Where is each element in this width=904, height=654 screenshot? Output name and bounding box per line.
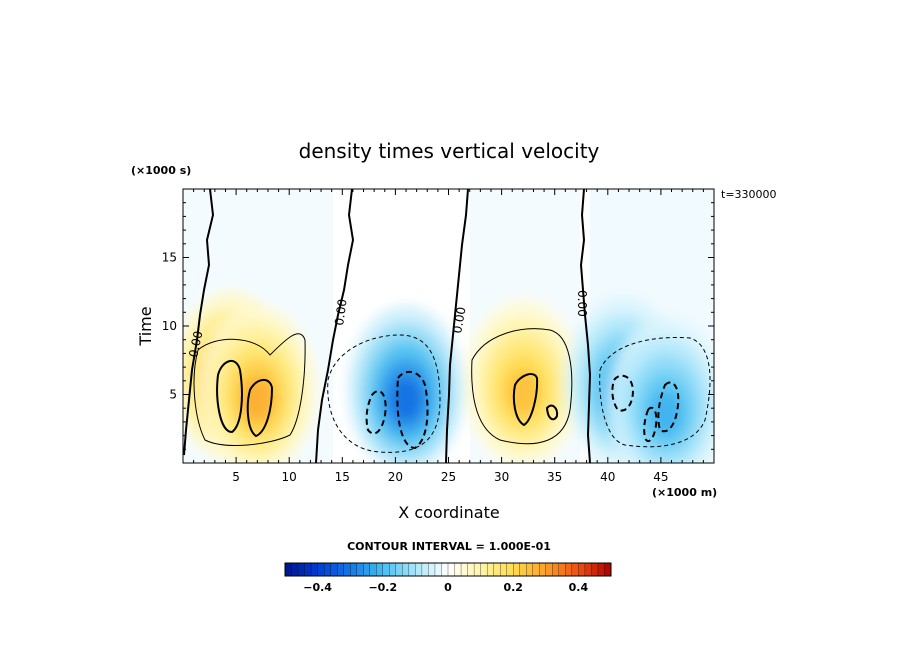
colorbar-cell: [291, 562, 299, 577]
colorbar-cell: [284, 562, 292, 577]
colorbar-cell: [297, 562, 306, 577]
colorbar-cell: [428, 562, 436, 577]
colorbar-cell: [350, 562, 358, 577]
colorbar-cell: [363, 562, 371, 577]
colorbar-cell: [591, 562, 599, 577]
colorbar-cell: [558, 562, 566, 577]
colorbar-cell: [480, 562, 488, 577]
y-axis-label: Time: [136, 306, 155, 346]
colorbar: [284, 562, 612, 577]
x-axis-label: X coordinate: [398, 503, 499, 522]
colorbar-cell: [304, 562, 312, 577]
x-tick-label: 40: [600, 470, 615, 484]
zero-contour-label: 0.00: [186, 330, 205, 359]
colorbar-cell: [343, 562, 351, 577]
y-unit-label: (×1000 s): [131, 164, 191, 177]
colorbar-cell: [447, 562, 455, 577]
colorbar-cell: [330, 562, 338, 577]
colorbar-cell: [526, 562, 534, 577]
colorbar-cell: [454, 562, 462, 577]
x-tick-label: 30: [494, 470, 509, 484]
x-tick-label: 10: [282, 470, 297, 484]
colorbar-cell: [310, 562, 319, 577]
colorbar-frame: [284, 562, 612, 577]
colorbar-tick-label: 0.4: [569, 581, 589, 594]
colorbar-cell: [402, 562, 410, 577]
colorbar-cell: [441, 562, 449, 577]
thick-contours: [216, 360, 559, 438]
x-tick-label: 5: [232, 470, 240, 484]
x-tick-label: 45: [653, 470, 668, 484]
y-tick-label: 10: [162, 319, 177, 333]
field-feature: [464, 298, 582, 463]
y-tick-label: 5: [169, 388, 177, 402]
colorbar-cell: [565, 562, 573, 577]
thin-negative-contours: [327, 334, 711, 453]
colorbar-ticks: −0.4 −0.2 0 0.2 0.4: [303, 581, 588, 594]
colorbar-tick-label: 0: [444, 581, 452, 594]
x-axis: 5 10 15 20 25 30 35 40 45: [193, 189, 704, 484]
colorbar-cell: [467, 562, 475, 577]
colorbar-cell: [539, 562, 547, 577]
x-tick-label: 35: [547, 470, 562, 484]
x-unit-label: (×1000 m): [652, 486, 717, 499]
colorbar-tick-label: 0.2: [503, 581, 523, 594]
colorbar-cell: [395, 562, 403, 577]
colorbar-cell: [545, 562, 553, 577]
colorbar-cell: [519, 562, 527, 577]
y-axis: 5 10 15: [162, 202, 714, 450]
chart-title: density times vertical velocity: [299, 139, 600, 163]
colorbar-cell: [408, 562, 416, 577]
x-tick-label: 20: [388, 470, 403, 484]
thin-contours: [193, 328, 573, 446]
colorbar-cell: [500, 562, 508, 577]
colorbar-cell: [506, 562, 514, 577]
colorbar-cell: [323, 562, 332, 577]
colorbar-tick-label: −0.2: [368, 581, 397, 594]
thick-negative-contours: [365, 370, 680, 450]
colorbar-cell: [473, 562, 482, 577]
zero-contour-label: 0.00: [450, 306, 468, 335]
time-label: t=330000: [721, 188, 777, 201]
colorbar-cell: [493, 562, 501, 577]
colorbar-cell: [571, 562, 579, 577]
field-feature: [347, 305, 465, 463]
colorbar-cell: [389, 562, 397, 577]
colorbar-cell: [337, 562, 345, 577]
colorbar-cell: [434, 562, 442, 577]
x-tick-label: 25: [441, 470, 456, 484]
colorbar-cell: [604, 562, 612, 577]
field-feature: [607, 319, 714, 463]
colorbar-cell: [578, 562, 586, 577]
colorbar-cell: [376, 562, 384, 577]
colorbar-cell: [486, 562, 495, 577]
field-level: [240, 375, 274, 423]
zero-contour-label: 0.00: [575, 290, 589, 317]
colorbar-cell: [584, 562, 592, 577]
field-level: [389, 375, 423, 423]
colorbar-cell: [317, 562, 325, 577]
colorbar-cell: [415, 562, 423, 577]
colorbar-cell: [552, 562, 560, 577]
colorbar-tick-label: −0.4: [303, 581, 332, 594]
colorbar-cell: [356, 562, 364, 577]
colorbar-cell: [597, 562, 605, 577]
colorbar-cell: [460, 562, 469, 577]
contour-interval-text: CONTOUR INTERVAL = 1.000E-01: [347, 540, 551, 553]
colorbar-cell: [382, 562, 390, 577]
colorbar-cell: [421, 562, 429, 577]
y-tick-label: 15: [162, 251, 177, 265]
plot-area: 0.00 0.00 0.00 0.00: [183, 189, 714, 463]
colorbar-cell: [532, 562, 540, 577]
zero-contour-lines: [183, 189, 592, 463]
colorbar-cell: [513, 562, 521, 577]
colorbar-cell: [369, 562, 377, 577]
x-tick-label: 15: [335, 470, 350, 484]
zero-contour-label: 0.00: [332, 298, 350, 326]
